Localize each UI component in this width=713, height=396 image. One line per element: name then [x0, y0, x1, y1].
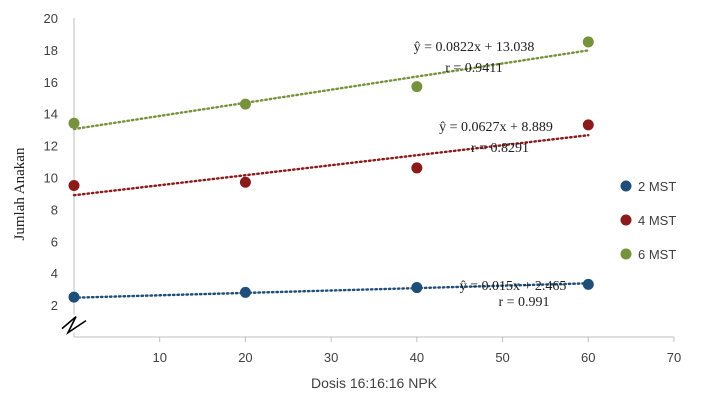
legend-marker [620, 180, 632, 192]
trend-correlation: r = 0.9411 [445, 61, 503, 76]
trendline-2-mst [72, 282, 590, 299]
trend-correlation: r = 0.991 [498, 295, 549, 310]
legend-label: 6 MST [638, 247, 676, 262]
data-point-6-mst [68, 117, 80, 129]
data-point-4-mst [239, 176, 251, 188]
x-tick-label: 30 [324, 350, 338, 365]
data-point-2-mst [411, 282, 423, 294]
x-tick-label: 60 [581, 350, 595, 365]
y-tick-label: 4 [51, 266, 58, 281]
x-tick-label: 10 [152, 350, 166, 365]
y-tick-label: 2 [51, 298, 58, 313]
legend: 2 MST 4 MST 6 MST [620, 179, 676, 262]
trend-equation: ŷ = 0.0822x + 13.038 [414, 40, 535, 55]
y-tick-label: 16 [44, 75, 58, 90]
legend-marker [620, 214, 632, 226]
y-tick-label: 12 [44, 139, 58, 154]
data-point-6-mst [239, 98, 251, 110]
data-point-6-mst [411, 81, 423, 93]
legend-label: 4 MST [638, 213, 676, 228]
trend-equation: ŷ = 0.0627x + 8.889 [439, 120, 553, 135]
y-tick-label: 6 [51, 234, 58, 249]
trendline-4-mst [72, 134, 590, 197]
x-tick-label: 50 [495, 350, 509, 365]
y-tick-label: 20 [44, 11, 58, 26]
data-point-4-mst [411, 162, 423, 174]
x-tick-label: 40 [410, 350, 424, 365]
data-point-2-mst [68, 291, 80, 303]
data-point-4-mst [68, 179, 80, 191]
trend-correlation: r = 0.8291 [471, 141, 529, 156]
y-tick-label: 10 [44, 171, 58, 186]
y-tick-label: 8 [51, 202, 58, 217]
y-tick-label: 14 [44, 107, 58, 122]
legend-label: 2 MST [638, 179, 676, 194]
trendline-6-mst [72, 49, 590, 131]
data-point-2-mst [582, 278, 594, 290]
trendlines [72, 49, 590, 299]
x-tick-label: 20 [238, 350, 252, 365]
y-tick-label: 18 [44, 43, 58, 58]
data-point-4-mst [582, 119, 594, 131]
tick-labels: 10 20 30 40 50 60 70 2 4 6 8 10 12 14 16 18 20 [44, 11, 682, 365]
data-point-2-mst [239, 286, 251, 298]
legend-marker [620, 248, 632, 260]
x-axis-title: Dosis 16:16:16 NPK [311, 375, 438, 391]
data-points [68, 36, 594, 303]
x-tick-label: 70 [667, 350, 681, 365]
axes [61, 18, 675, 342]
y-axis-title: Jumlah Anakan [12, 147, 28, 240]
data-point-6-mst [582, 36, 594, 48]
trend-equation: ŷ = 0.015x + 2.465 [460, 279, 567, 294]
y-axis-break-mark [61, 316, 87, 335]
